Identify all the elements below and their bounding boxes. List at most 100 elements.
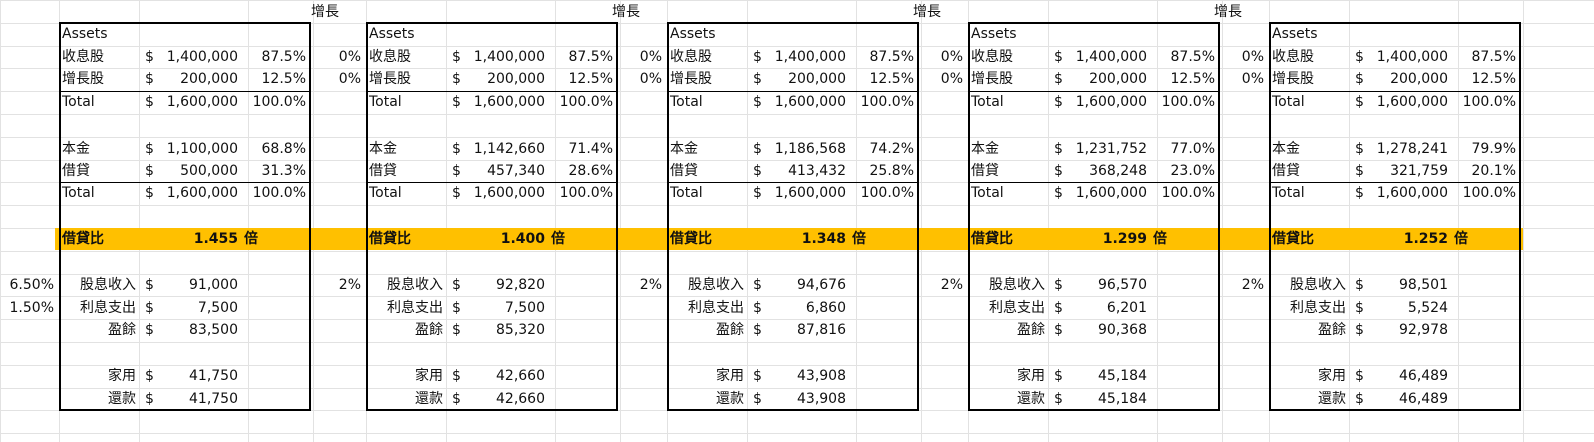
funding-total-amount[interactable]: 1,600,000	[774, 185, 846, 201]
household-label[interactable]: 家用	[1318, 368, 1346, 384]
dividend-stock-label[interactable]: 收息股	[670, 49, 712, 65]
dividend-stock-amount[interactable]: 1,400,000	[1075, 49, 1147, 65]
dividend-stock-pct[interactable]: 87.5%	[1170, 49, 1215, 65]
surplus-currency[interactable]: $	[452, 322, 461, 338]
principal-amount[interactable]: 1,186,568	[774, 141, 846, 157]
leverage-unit[interactable]: 倍	[852, 231, 866, 247]
dividend-income-amount[interactable]: 98,501	[1399, 277, 1448, 293]
principal-label[interactable]: 本金	[670, 141, 698, 157]
dividend-stock-amount[interactable]: 1,400,000	[1376, 49, 1448, 65]
dividend-income-amount[interactable]: 94,676	[797, 277, 846, 293]
funding-total-amount[interactable]: 1,600,000	[473, 185, 545, 201]
assets-total-label[interactable]: Total	[62, 94, 95, 110]
dividend-stock-currency[interactable]: $	[145, 49, 154, 65]
rate-interest-cell[interactable]: 1.50%	[9, 300, 54, 316]
household-currency[interactable]: $	[1355, 368, 1364, 384]
household-amount[interactable]: 41,750	[189, 368, 238, 384]
growth-stock-pct[interactable]: 12.5%	[1170, 71, 1215, 87]
dividend-stock-amount[interactable]: 1,400,000	[166, 49, 238, 65]
growth-header-cell[interactable]: 增長	[913, 4, 941, 20]
funding-total-currency[interactable]: $	[753, 185, 762, 201]
leverage-label[interactable]: 借貸比	[670, 231, 712, 247]
repayment-currency[interactable]: $	[452, 391, 461, 407]
surplus-amount[interactable]: 90,368	[1098, 322, 1147, 338]
loan-currency[interactable]: $	[1355, 163, 1364, 179]
household-amount[interactable]: 43,908	[797, 368, 846, 384]
surplus-label[interactable]: 盈餘	[108, 322, 136, 338]
household-amount[interactable]: 42,660	[496, 368, 545, 384]
surplus-label[interactable]: 盈餘	[1318, 322, 1346, 338]
loan-label[interactable]: 借貸	[369, 163, 397, 179]
principal-currency[interactable]: $	[753, 141, 762, 157]
interest-expense-label[interactable]: 利息支出	[387, 300, 443, 316]
income-growth-cell[interactable]: 2%	[1241, 277, 1264, 293]
surplus-amount[interactable]: 92,978	[1399, 322, 1448, 338]
interest-expense-label[interactable]: 利息支出	[688, 300, 744, 316]
household-currency[interactable]: $	[1054, 368, 1063, 384]
leverage-unit[interactable]: 倍	[1153, 231, 1167, 247]
dividend-stock-currency[interactable]: $	[753, 49, 762, 65]
growth-pct-growth-cell[interactable]: 0%	[639, 71, 662, 87]
surplus-currency[interactable]: $	[145, 322, 154, 338]
growth-stock-pct[interactable]: 12.5%	[869, 71, 914, 87]
funding-total-amount[interactable]: 1,600,000	[1075, 185, 1147, 201]
repayment-label[interactable]: 還款	[108, 391, 136, 407]
growth-stock-label[interactable]: 增長股	[670, 71, 712, 87]
assets-total-label[interactable]: Total	[670, 94, 703, 110]
leverage-label[interactable]: 借貸比	[971, 231, 1013, 247]
loan-pct[interactable]: 25.8%	[869, 163, 914, 179]
dividend-stock-label[interactable]: 收息股	[971, 49, 1013, 65]
income-growth-cell[interactable]: 2%	[639, 277, 662, 293]
surplus-amount[interactable]: 87,816	[797, 322, 846, 338]
leverage-value[interactable]: 1.348	[801, 231, 846, 247]
funding-total-label[interactable]: Total	[971, 185, 1004, 201]
household-currency[interactable]: $	[145, 368, 154, 384]
growth-stock-pct[interactable]: 12.5%	[568, 71, 613, 87]
funding-total-currency[interactable]: $	[1355, 185, 1364, 201]
loan-pct[interactable]: 23.0%	[1170, 163, 1215, 179]
principal-label[interactable]: 本金	[1272, 141, 1300, 157]
principal-currency[interactable]: $	[452, 141, 461, 157]
assets-total-label[interactable]: Total	[971, 94, 1004, 110]
household-currency[interactable]: $	[753, 368, 762, 384]
growth-stock-currency[interactable]: $	[145, 71, 154, 87]
funding-total-pct[interactable]: 100.0%	[252, 185, 306, 201]
dividend-stock-amount[interactable]: 1,400,000	[473, 49, 545, 65]
assets-total-pct[interactable]: 100.0%	[559, 94, 613, 110]
income-growth-cell[interactable]: 2%	[338, 277, 361, 293]
principal-pct[interactable]: 71.4%	[568, 141, 613, 157]
principal-currency[interactable]: $	[145, 141, 154, 157]
dividend-stock-currency[interactable]: $	[452, 49, 461, 65]
loan-pct[interactable]: 31.3%	[261, 163, 306, 179]
repayment-amount[interactable]: 43,908	[797, 391, 846, 407]
principal-label[interactable]: 本金	[369, 141, 397, 157]
interest-expense-currency[interactable]: $	[452, 300, 461, 316]
assets-total-amount[interactable]: 1,600,000	[473, 94, 545, 110]
household-label[interactable]: 家用	[716, 368, 744, 384]
loan-pct[interactable]: 28.6%	[568, 163, 613, 179]
growth-pct-dividend-cell[interactable]: 0%	[940, 49, 963, 65]
assets-header[interactable]: Assets	[62, 26, 108, 42]
repayment-amount[interactable]: 46,489	[1399, 391, 1448, 407]
repayment-amount[interactable]: 42,660	[496, 391, 545, 407]
growth-pct-growth-cell[interactable]: 0%	[338, 71, 361, 87]
loan-currency[interactable]: $	[145, 163, 154, 179]
income-growth-cell[interactable]: 2%	[940, 277, 963, 293]
household-label[interactable]: 家用	[1017, 368, 1045, 384]
surplus-currency[interactable]: $	[1054, 322, 1063, 338]
interest-expense-amount[interactable]: 7,500	[504, 300, 545, 316]
growth-pct-growth-cell[interactable]: 0%	[1241, 71, 1264, 87]
assets-total-currency[interactable]: $	[452, 94, 461, 110]
loan-label[interactable]: 借貸	[971, 163, 999, 179]
dividend-stock-label[interactable]: 收息股	[62, 49, 104, 65]
interest-expense-currency[interactable]: $	[753, 300, 762, 316]
interest-expense-label[interactable]: 利息支出	[80, 300, 136, 316]
loan-label[interactable]: 借貸	[670, 163, 698, 179]
surplus-amount[interactable]: 85,320	[496, 322, 545, 338]
funding-total-currency[interactable]: $	[452, 185, 461, 201]
dividend-income-currency[interactable]: $	[1355, 277, 1364, 293]
loan-currency[interactable]: $	[753, 163, 762, 179]
loan-label[interactable]: 借貸	[1272, 163, 1300, 179]
surplus-label[interactable]: 盈餘	[716, 322, 744, 338]
